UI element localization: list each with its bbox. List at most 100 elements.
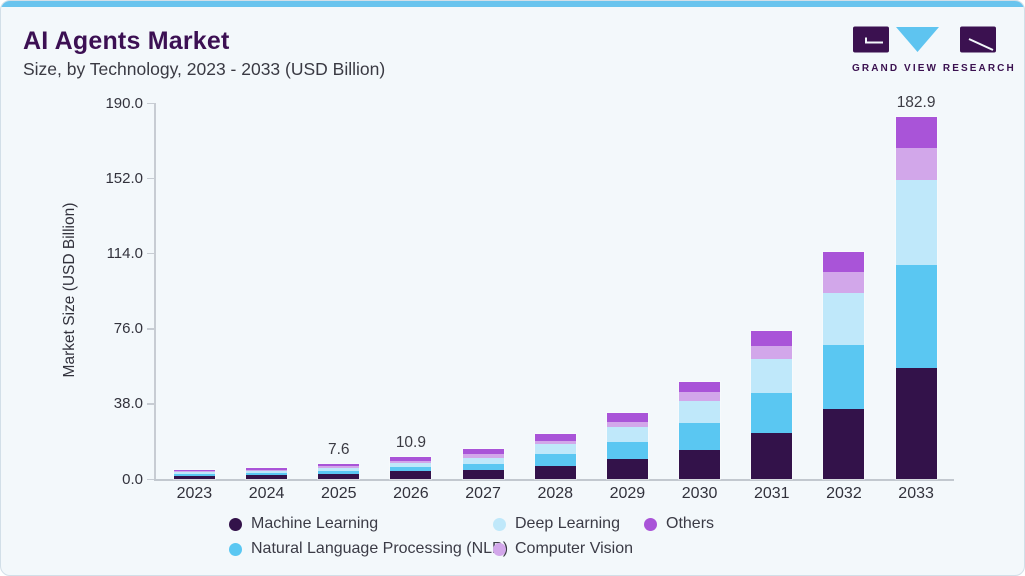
legend-swatch-icon	[493, 542, 506, 556]
x-tick-label: 2024	[248, 485, 285, 502]
bar-segment-2023-natural-language-processing-nlp	[173, 474, 215, 477]
bar-segment-2029-natural-language-processing-nlp	[606, 442, 648, 459]
bar-segment-2032-natural-language-processing-nlp	[823, 345, 865, 409]
y-tick-label: 114.0	[106, 244, 143, 262]
bar-segment-2028-others	[534, 433, 576, 441]
bar-segment-2029-others	[606, 412, 648, 422]
bar-segment-2029-machine-learning	[606, 459, 648, 479]
y-tick-label: 152.0	[105, 169, 143, 187]
bar-segment-2030-others	[679, 382, 721, 393]
x-tick-label: 2026	[393, 485, 429, 502]
x-tick-label: 2031	[753, 485, 790, 502]
legend-swatch-icon	[229, 517, 242, 531]
bar-segment-2023-deep-learning	[173, 472, 215, 475]
bar-segment-2031-others	[751, 330, 793, 346]
bar-segment-2024-computer-vision	[246, 469, 288, 471]
bar-2025	[317, 462, 361, 480]
bar-2027	[461, 448, 505, 480]
bar-2026	[389, 456, 433, 480]
bar-segment-2031-natural-language-processing-nlp	[751, 392, 793, 434]
bar-segment-2032-machine-learning	[823, 408, 865, 479]
bar-segment-2030-machine-learning	[679, 449, 721, 479]
bar-segment-2027-others	[462, 449, 504, 455]
x-tick-label: 2033	[898, 485, 934, 502]
bar-segment-2023-computer-vision	[173, 471, 215, 473]
bar-segment-2025-machine-learning	[318, 474, 360, 479]
legend-item-deep-learning: Deep Learning	[493, 514, 620, 534]
x-tick-label: 2032	[826, 485, 862, 502]
bar-segment-2029-deep-learning	[606, 427, 648, 443]
bar-2032	[822, 250, 866, 480]
bar-segment-2031-computer-vision	[751, 345, 793, 360]
bar-segment-2025-computer-vision	[318, 466, 360, 468]
legend-label: Others	[666, 515, 715, 532]
bar-segment-2028-machine-learning	[534, 465, 576, 479]
bar-value-label: 182.9	[896, 94, 936, 112]
page-subtitle: Size, by Technology, 2023 - 2033 (USD Bi…	[23, 59, 386, 79]
bar-segment-2025-others	[318, 463, 360, 467]
card-top-accent	[1, 1, 1024, 7]
bar-segment-2028-computer-vision	[534, 441, 576, 445]
bar-segment-2023-others	[173, 469, 215, 472]
y-axis-line	[154, 103, 156, 479]
bar-segment-2027-machine-learning	[462, 469, 504, 479]
y-tick-mark	[147, 177, 154, 180]
bar-segment-2031-machine-learning	[751, 433, 793, 479]
bar-value-label: 7.6	[327, 440, 350, 458]
bar-segment-2033-natural-language-processing-nlp	[895, 265, 937, 369]
bar-2030	[678, 381, 722, 480]
y-tick-mark	[147, 478, 154, 480]
y-tick-mark	[147, 252, 154, 255]
bar-value-label: 10.9	[395, 434, 426, 452]
x-tick-label: 2029	[609, 485, 646, 502]
legend-label: Computer Vision	[515, 540, 633, 557]
legend-swatch-icon	[644, 517, 657, 531]
y-tick-mark	[147, 328, 154, 330]
bar-segment-2027-natural-language-processing-nlp	[462, 463, 504, 470]
legend-item-natural-language-processing-nlp: Natural Language Processing (NLP)	[229, 539, 508, 559]
bar-2028	[533, 432, 577, 480]
gvr-logo: GRAND VIEW RESEARCH	[852, 26, 1016, 74]
legend-swatch-icon	[229, 542, 242, 556]
bar-segment-2024-natural-language-processing-nlp	[246, 472, 288, 476]
x-tick-label: 2023	[176, 485, 213, 502]
bar-segment-2024-others	[246, 467, 288, 470]
bar-segment-2030-natural-language-processing-nlp	[679, 422, 721, 450]
y-tick-label: 76.0	[113, 320, 143, 338]
bar-segment-2033-others	[895, 117, 937, 148]
bar-segment-2027-computer-vision	[462, 454, 504, 458]
bar-segment-2026-machine-learning	[390, 470, 432, 479]
legend-label: Machine Learning	[251, 515, 379, 532]
bar-segment-2031-deep-learning	[751, 359, 793, 393]
bar-segment-2026-computer-vision	[390, 460, 432, 463]
page-title: AI Agents Market	[23, 27, 230, 55]
bar-segment-2030-computer-vision	[679, 392, 721, 402]
gvr-logo-text: GRAND VIEW RESEARCH	[852, 63, 1016, 74]
x-tick-label: 2030	[681, 485, 718, 502]
legend-label: Natural Language Processing (NLP)	[251, 540, 509, 557]
bar-segment-2027-deep-learning	[462, 457, 504, 464]
bar-2024	[245, 466, 289, 480]
legend-item-others: Others	[644, 514, 714, 534]
y-tick-label: 38.0	[113, 395, 143, 413]
legend-label: Deep Learning	[515, 515, 620, 532]
y-tick-label: 190.0	[105, 94, 143, 112]
bar-segment-2032-computer-vision	[823, 272, 865, 293]
bar-segment-2030-deep-learning	[679, 401, 721, 423]
bar-segment-2033-machine-learning	[895, 368, 937, 479]
x-axis-line	[154, 479, 954, 481]
x-tick-label: 2025	[320, 485, 357, 502]
y-tick-label: 0.0	[122, 470, 143, 488]
bar-2023	[172, 468, 216, 480]
bar-segment-2026-others	[390, 457, 432, 461]
bar-segment-2028-deep-learning	[534, 444, 576, 455]
x-tick-label: 2027	[465, 485, 501, 502]
bar-2033	[894, 116, 938, 480]
bar-segment-2032-others	[823, 251, 865, 273]
bar-segment-2026-deep-learning	[390, 462, 432, 467]
bar-segment-2029-computer-vision	[606, 421, 648, 428]
x-tick-label: 2028	[537, 485, 574, 502]
legend-item-computer-vision: Computer Vision	[493, 539, 633, 559]
